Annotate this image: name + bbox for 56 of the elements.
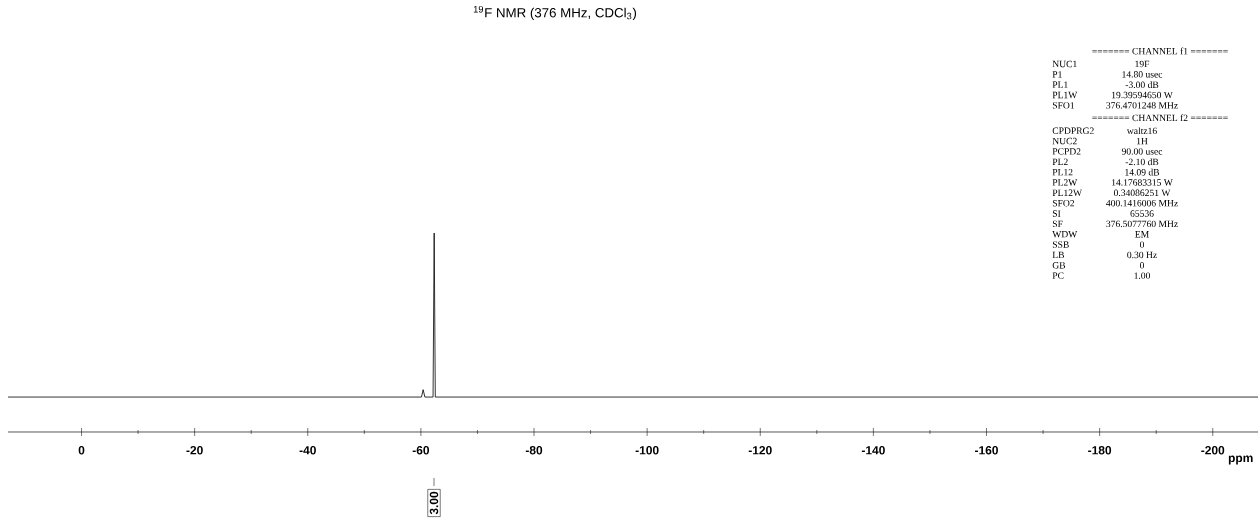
text: NUC1 [1052, 60, 1077, 68]
annotation: 0 [1139, 241, 1145, 248]
text: PCPD2 [1052, 148, 1081, 155]
text: 19F [1135, 60, 1150, 68]
annotation: 0 [1139, 262, 1145, 269]
text: SI [1052, 210, 1061, 217]
text: ======= CHANNEL f1 ======= [1092, 47, 1228, 55]
text: 1H [1137, 137, 1148, 145]
x-tick-label: -160 [975, 446, 998, 455]
text: CPDPRG2 [1052, 127, 1094, 134]
text: PL12W [1052, 189, 1082, 197]
x-tick-label: -80 [525, 446, 543, 455]
text: PL1 [1052, 81, 1068, 88]
x-tick-label: -200 [1201, 446, 1225, 455]
x-tick-label: -140 [861, 446, 885, 455]
text: PL12 [1052, 168, 1073, 176]
text: PL2W [1052, 179, 1078, 186]
text: PL1W [1052, 91, 1078, 99]
text: 376.4701248 MHz [1106, 102, 1178, 109]
x-axis-title: ppm [1228, 455, 1253, 465]
annotation: LB [1052, 251, 1065, 259]
annotation: PC [1052, 272, 1064, 279]
chart-title: $^{19}$F NMR (376 MHz, CDCl$_{3}$) [473, 5, 637, 21]
text: SF [1052, 220, 1063, 228]
text: 90.00 usec [1121, 148, 1163, 155]
text: P1 [1052, 71, 1062, 78]
annotation: 1.00 [1134, 272, 1151, 279]
text: 19.39594650 W [1112, 91, 1173, 99]
x-tick-label: -40 [299, 446, 316, 455]
text: SFO2 [1052, 199, 1075, 207]
text: 400.1416006 MHz [1106, 199, 1178, 207]
text: 3.00 [429, 491, 439, 515]
text: PL2 [1052, 158, 1068, 165]
text: 14.80 usec [1122, 71, 1163, 78]
text: -3.00 dB [1125, 81, 1159, 89]
annotation: SSB [1052, 241, 1069, 248]
text: 0.34086251 W [1113, 189, 1171, 197]
annotation: WDW [1052, 231, 1078, 238]
text: 14.17683315 W [1112, 179, 1173, 186]
x-tick-label: 0 [78, 446, 85, 455]
text: 14.09 dB [1125, 168, 1160, 176]
annotation: 0.30 Hz [1127, 251, 1157, 259]
annotation: GB [1052, 262, 1066, 269]
text: SFO1 [1052, 102, 1075, 109]
text: waltz16 [1126, 127, 1157, 135]
x-tick-label: -20 [186, 446, 203, 455]
text: -2.10 dB [1125, 158, 1159, 166]
text: NUC2 [1052, 137, 1077, 145]
text: 376.5077760 MHz [1106, 220, 1178, 228]
x-tick-label: -100 [635, 446, 659, 455]
x-tick-label: -120 [748, 446, 772, 455]
x-tick-label: -60 [412, 446, 430, 455]
annotation: EM [1135, 231, 1149, 238]
text: ======= CHANNEL f2 ======= [1092, 114, 1228, 122]
text: 65536 [1130, 210, 1154, 217]
x-tick-label: -180 [1088, 446, 1112, 455]
